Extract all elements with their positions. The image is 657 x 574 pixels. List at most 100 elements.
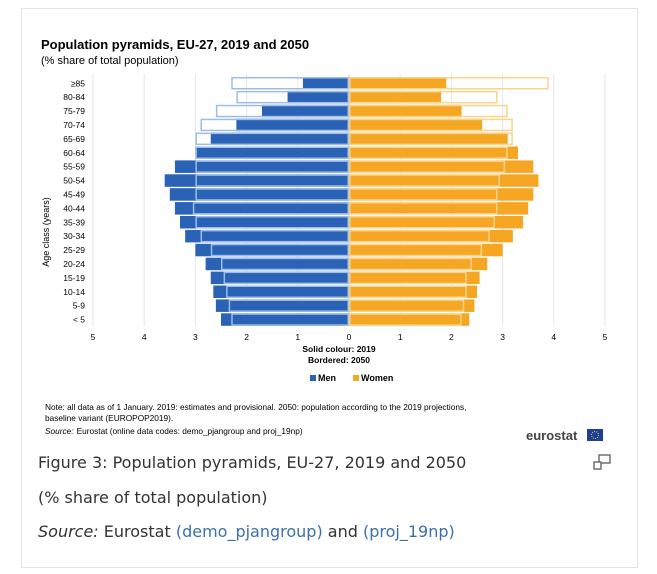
bar-women-2050-9 — [349, 202, 498, 215]
bar-men-2050-6 — [195, 160, 349, 173]
source-text: Eurostat (online data codes: demo_pjangr… — [77, 426, 303, 436]
y-axis-label: Age class (years) — [41, 197, 51, 267]
bar-men-2019-4 — [210, 132, 349, 146]
bar-men-2050-1 — [236, 90, 349, 104]
x-tick-label: 1 — [398, 332, 403, 342]
bars-group — [164, 77, 549, 326]
bar-women-2050-15 — [349, 285, 467, 298]
bar-women-2019-11 — [349, 229, 513, 243]
bar-women-2019-15 — [349, 285, 477, 298]
bar-women-2019-7 — [349, 174, 539, 187]
bar-women-2019-1 — [349, 90, 442, 104]
expand-icon[interactable] — [593, 454, 611, 470]
x-tick-label: 2 — [244, 332, 249, 342]
bar-men-2019-14 — [210, 271, 349, 285]
bar-women-2050-13 — [349, 257, 472, 271]
legend-label-women: Women — [361, 373, 393, 383]
x-tick-label: 4 — [551, 332, 556, 342]
x-tick-label: 4 — [142, 332, 147, 342]
caption-source-and: and — [322, 522, 363, 541]
bar-women-2050-5 — [349, 146, 508, 159]
x-tick-labels: 5 4 3 2 1 0 1 2 3 4 5 — [91, 332, 608, 342]
age-label: 5-9 — [73, 301, 86, 311]
bar-men-2050-5 — [195, 146, 349, 159]
age-label: 80-84 — [63, 92, 85, 102]
caption-source: Source: Eurostat (demo_pjangroup) and (p… — [38, 522, 455, 541]
bar-women-2019-2 — [349, 104, 462, 118]
bar-women-2050-12 — [349, 243, 483, 257]
bar-men-2050-12 — [210, 243, 349, 257]
bar-men-2019-12 — [195, 243, 349, 257]
bar-women-2050-6 — [349, 160, 506, 173]
population-pyramid-chart: Population pyramids, EU-27, 2019 and 205… — [41, 37, 608, 443]
age-label: 45-49 — [63, 189, 85, 199]
caption-source-prefix: Eurostat — [98, 522, 176, 541]
bar-women-2050-11 — [349, 229, 490, 243]
bar-women-2019-8 — [349, 188, 534, 201]
bar-men-2050-15 — [226, 285, 349, 298]
demo-pjangroup-link[interactable]: (demo_pjangroup) — [175, 522, 323, 541]
bar-women-2019-16 — [349, 299, 475, 312]
bar-men-2019-16 — [215, 299, 349, 312]
legend-swatch-men — [310, 375, 316, 381]
bar-men-2050-2 — [215, 104, 349, 118]
bar-women-2019-17 — [349, 313, 470, 326]
note-line-1: Note: all data as of 1 January. 2019: es… — [45, 402, 466, 412]
bar-men-2050-16 — [228, 299, 349, 312]
source-line: Source: Eurostat (online data codes: demo… — [45, 426, 303, 436]
chart-subtitle: (% share of total population) — [41, 55, 179, 67]
age-label: 65-69 — [63, 134, 85, 144]
bar-women-2050-8 — [349, 188, 498, 201]
bar-men-2019-9 — [174, 202, 349, 215]
proj-19np-link[interactable]: (proj_19np) — [362, 522, 455, 541]
bar-men-2019-1 — [287, 90, 349, 104]
age-label: 70-74 — [63, 120, 85, 130]
bar-men-2050-13 — [221, 257, 349, 271]
bar-men-2050-9 — [192, 202, 349, 215]
age-label: 60-64 — [63, 148, 85, 158]
bar-women-2050-1 — [349, 90, 498, 104]
legend-swatch-women — [353, 375, 359, 381]
bar-women-2019-13 — [349, 257, 488, 271]
bar-men-2019-3 — [236, 118, 349, 132]
bar-men-2019-8 — [169, 188, 349, 201]
bar-women-2019-0 — [349, 77, 447, 90]
legend-label-men: Men — [318, 373, 336, 383]
bar-women-2050-2 — [349, 104, 508, 118]
bar-men-2019-13 — [205, 257, 349, 271]
bar-men-2050-3 — [200, 118, 349, 132]
annotation-solid: Solid colour: 2019 — [302, 344, 375, 354]
x-tick-label: 5 — [603, 332, 608, 342]
age-label: 25-29 — [63, 245, 85, 255]
bar-men-2050-7 — [195, 174, 349, 187]
age-label: 50-54 — [63, 176, 85, 186]
annotation-bordered: Bordered: 2050 — [308, 355, 370, 365]
caption-title: Figure 3: Population pyramids, EU-27, 20… — [38, 453, 467, 472]
bar-women-2050-17 — [349, 313, 462, 326]
x-tick-label: 0 — [347, 332, 352, 342]
bar-men-2019-5 — [195, 146, 349, 159]
bar-women-2050-10 — [349, 216, 495, 229]
bar-women-2019-5 — [349, 146, 518, 159]
bar-men-2019-15 — [213, 285, 349, 298]
eurostat-logo-text: eurostat — [526, 428, 578, 443]
age-label: 55-59 — [63, 162, 85, 172]
bar-men-2050-4 — [195, 132, 349, 146]
bar-women-2019-6 — [349, 160, 534, 173]
age-label: ≥85 — [71, 78, 85, 88]
bar-women-2019-14 — [349, 271, 480, 285]
bar-men-2019-2 — [261, 104, 349, 118]
bar-women-2050-14 — [349, 271, 467, 285]
bar-women-2050-7 — [349, 174, 501, 187]
bar-women-2019-3 — [349, 118, 483, 132]
age-label: 20-24 — [63, 259, 85, 269]
source-label: Source: — [45, 426, 74, 436]
chart-title: Population pyramids, EU-27, 2019 and 205… — [41, 37, 309, 52]
age-label: 75-79 — [63, 106, 85, 116]
caption-subtitle: (% share of total population) — [38, 488, 268, 507]
bar-men-2050-11 — [200, 229, 349, 243]
bar-men-2019-7 — [164, 174, 349, 187]
age-labels: ≥85 80-84 75-79 70-74 65-69 60-64 55-59 50-54 45… — [63, 78, 85, 324]
age-label: 40-44 — [63, 203, 85, 213]
bar-women-2019-4 — [349, 132, 508, 146]
